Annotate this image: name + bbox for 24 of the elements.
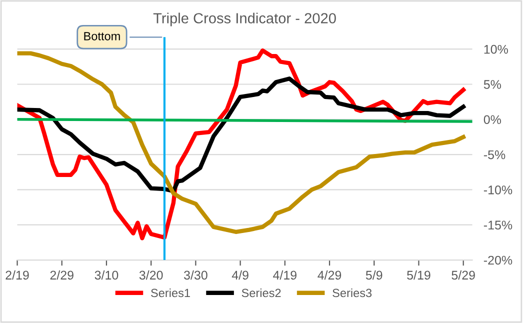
x-tick-label: 2/19: [6, 270, 29, 280]
ref-line-label: Bottom: [84, 32, 120, 40]
x-tick-label: 3/10: [94, 270, 118, 280]
x-tick-label: 5/9: [366, 270, 382, 280]
legend-label: Series2: [242, 288, 281, 298]
x-tick-label: 4/19: [273, 270, 296, 280]
y-tick-label: -10%: [484, 186, 512, 194]
x-tick-label: 5/19: [407, 270, 430, 280]
chart-title: Triple Cross Indicator - 2020: [153, 12, 336, 26]
legend-label: Series1: [151, 288, 190, 298]
y-tick-label: 5%: [484, 80, 501, 89]
y-tick-label: -15%: [484, 220, 512, 230]
x-tick-label: 5/29: [452, 270, 475, 280]
y-tick-label: 0%: [484, 115, 501, 124]
x-tick-label: 3/30: [184, 270, 208, 280]
x-tick-label: 4/9: [232, 270, 248, 280]
x-tick-label: 3/20: [139, 270, 163, 280]
x-tick-label: 2/29: [50, 270, 74, 280]
y-tick-label: 10%: [484, 44, 508, 54]
line-series: [17, 76, 466, 194]
y-tick-label: -5%: [484, 150, 506, 160]
legend-label: Series3: [332, 288, 372, 298]
x-tick-label: 4/29: [318, 270, 342, 280]
y-tick-label: -20%: [484, 256, 512, 265]
